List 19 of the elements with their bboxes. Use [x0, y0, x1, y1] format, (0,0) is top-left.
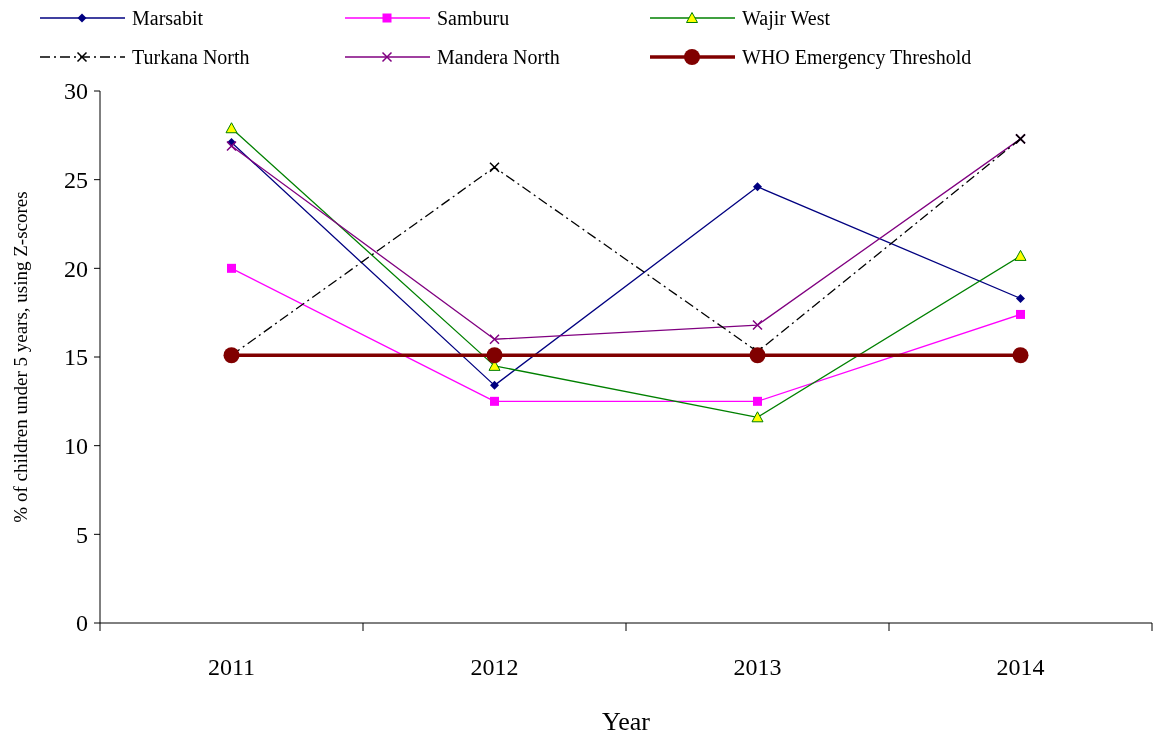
x-tick-label: 2014	[996, 654, 1045, 680]
y-tick-label: 0	[76, 610, 88, 637]
y-tick-label: 5	[76, 521, 88, 548]
y-tick-label: 10	[64, 433, 88, 460]
legend-label: WHO Emergency Threshold	[742, 46, 972, 69]
legend-label: Wajir West	[742, 7, 831, 30]
legend-label: Marsabit	[132, 7, 204, 29]
x-tick-label: 2012	[470, 654, 519, 680]
y-tick-label: 15	[64, 344, 88, 371]
y-axis-title: % of children under 5 years, using Z-scores	[10, 191, 31, 523]
x-axis-title: Year	[602, 707, 651, 736]
legend-label: Turkana North	[132, 46, 250, 68]
y-tick-label: 30	[64, 78, 88, 105]
y-tick-label: 25	[64, 167, 88, 194]
x-tick-label: 2013	[733, 654, 782, 680]
legend-label: Samburu	[437, 7, 510, 29]
x-tick-label: 2011	[207, 654, 256, 680]
y-tick-label: 20	[64, 255, 88, 282]
legend-label: Mandera North	[437, 46, 560, 68]
